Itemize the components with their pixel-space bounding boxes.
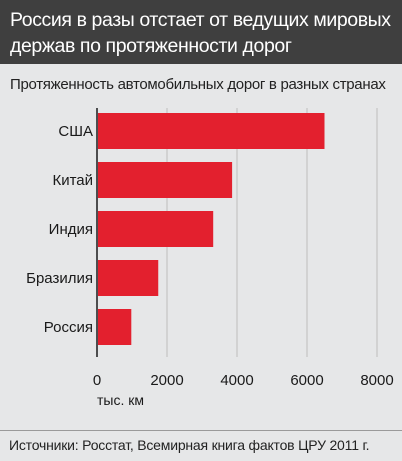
category-label: США (58, 123, 93, 140)
source-footer: Источники: Росстат, Всемирная книга факт… (0, 430, 402, 461)
x-tick-labels: 0 2000 4000 6000 8000 (93, 372, 394, 389)
category-label: Бразилия (26, 270, 93, 287)
chart-title: Протяженность автомобильных дорог в разн… (10, 76, 386, 93)
category-label: Китай (52, 172, 93, 189)
header-title-line1: Россия в разы отстает от ведущих мировых (10, 9, 391, 31)
x-tick-label: 8000 (360, 372, 393, 389)
bar-1 (98, 113, 325, 149)
header-title-line2: держав по протяженности дорог (10, 35, 292, 57)
category-label: Индия (49, 221, 93, 238)
grid-lines (96, 108, 378, 357)
header: Россия в разы отстает от ведущих мировых… (0, 0, 402, 64)
category-label: Россия (44, 319, 93, 336)
bar-5 (98, 309, 132, 345)
x-tick-label: 0 (93, 372, 101, 389)
bar-chart: США Китай Индия Бразилия Россия 0 2000 4000 600… (26, 108, 394, 408)
x-tick-label: 2000 (150, 372, 183, 389)
category-labels: США Китай Индия Бразилия Россия (26, 123, 93, 336)
x-tick-label: 6000 (290, 372, 323, 389)
bar-4 (98, 260, 159, 296)
bars (98, 113, 325, 345)
bar-2 (98, 162, 233, 198)
x-tick-label: 4000 (220, 372, 253, 389)
x-axis-unit-label: тыс. км (97, 392, 144, 408)
bar-3 (98, 211, 214, 247)
